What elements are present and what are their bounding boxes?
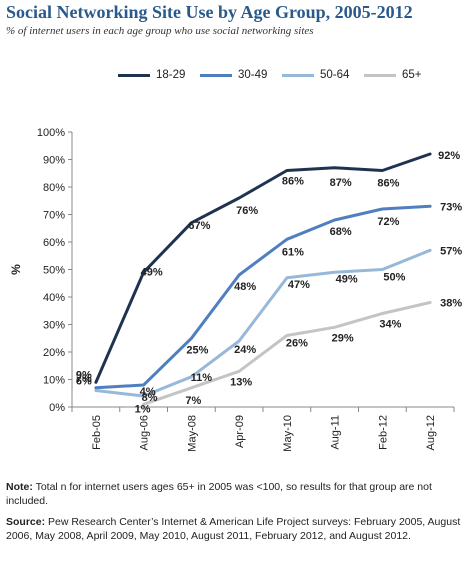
data-label-30-49: 73% (440, 201, 462, 213)
y-tick-label: 30% (43, 320, 65, 332)
y-tick-label: 20% (43, 347, 65, 359)
legend: 18-29 30-49 50-64 65+ (0, 68, 474, 82)
y-tick-label: 0% (49, 402, 65, 414)
data-label-65+: 29% (332, 332, 354, 344)
data-label-18-29: 76% (236, 205, 258, 217)
data-label-30-49: 25% (186, 344, 208, 356)
y-tick-label: 90% (43, 155, 65, 167)
data-label-18-29: 92% (438, 150, 460, 162)
legend-item-50-64: 50-64 (282, 68, 349, 82)
legend-swatch-30-49 (200, 73, 232, 77)
note-text: Total n for internet users ages 65+ in 2… (6, 481, 432, 507)
x-tick-label: Aug-11 (330, 415, 342, 450)
data-label-65+: 7% (185, 395, 201, 407)
chart-source: Source: Pew Research Center’s Internet &… (6, 515, 468, 543)
legend-label-18-29: 18-29 (156, 69, 186, 81)
x-tick-label: May-10 (282, 415, 294, 452)
y-tick-label: 40% (43, 292, 65, 304)
data-label-65+: 13% (230, 376, 252, 388)
data-label-18-29: 49% (141, 266, 163, 278)
data-label-18-29: 87% (330, 177, 352, 189)
data-label-65+: 26% (286, 338, 308, 350)
data-label-50-64: 24% (234, 344, 256, 356)
data-label-50-64: 6% (76, 376, 92, 388)
data-label-30-49: 8% (142, 392, 158, 404)
x-tick-label: Feb-05 (91, 415, 103, 450)
x-tick-label: Aug-06 (139, 415, 151, 450)
x-tick-label: May-08 (186, 415, 198, 452)
chart-note: Note: Total n for internet users ages 65… (6, 480, 468, 508)
data-label-30-49: 61% (282, 246, 304, 258)
legend-swatch-50-64 (282, 73, 314, 77)
legend-item-65-plus: 65+ (364, 68, 422, 82)
series-line-30-49 (94, 204, 432, 390)
data-label-50-64: 49% (336, 273, 358, 285)
data-label-30-49: 7% (76, 373, 92, 385)
y-tick-label: 100% (37, 127, 65, 139)
source-label: Source: (6, 516, 46, 528)
y-tick-label: 60% (43, 237, 65, 249)
legend-label-65-plus: 65+ (402, 69, 422, 81)
x-tick-label: Apr-09 (234, 415, 246, 448)
x-tick-label: Feb-12 (377, 415, 389, 450)
legend-item-30-49: 30-49 (200, 68, 267, 82)
y-tick-label: 80% (43, 182, 65, 194)
data-label-18-29: 86% (377, 178, 399, 190)
source-text: Pew Research Center’s Internet & America… (6, 516, 461, 542)
legend-swatch-18-29 (118, 73, 150, 77)
data-label-65+: 38% (440, 298, 462, 310)
x-tick-label: Aug-12 (425, 415, 437, 450)
data-label-50-64: 50% (383, 272, 405, 284)
y-axis-title: % (9, 264, 23, 275)
legend-label-50-64: 50-64 (320, 69, 350, 81)
y-tick-label: 10% (43, 375, 65, 387)
data-label-50-64: 11% (191, 372, 213, 384)
legend-item-18-29: 18-29 (118, 68, 185, 82)
data-label-30-49: 48% (234, 281, 256, 293)
series-line-50-64 (94, 248, 432, 398)
data-label-50-64: 4% (140, 386, 156, 398)
series-line-65+ (142, 301, 432, 406)
data-label-30-49: 68% (330, 226, 352, 238)
data-label-18-29: 86% (282, 176, 304, 188)
legend-label-30-49: 30-49 (238, 69, 268, 81)
note-label: Note: (6, 481, 33, 493)
series-line-18-29 (94, 152, 432, 384)
y-tick-label: 70% (43, 210, 65, 222)
data-label-65+: 1% (135, 403, 151, 415)
data-label-18-29: 67% (188, 220, 210, 232)
data-label-18-29: 9% (76, 369, 92, 381)
legend-swatch-65-plus (364, 73, 396, 77)
line-chart: 0% 10% 20% 30% 40% 50% 60% 70% 80% 90% 100%% Feb-05… (9, 127, 462, 452)
chart-title: Social Networking Site Use by Age Group,… (6, 2, 413, 22)
data-label-65+: 34% (379, 319, 401, 331)
y-tick-label: 50% (43, 265, 65, 277)
chart-subtitle: % of internet users in each age group wh… (6, 25, 314, 37)
data-label-50-64: 57% (440, 245, 462, 257)
data-label-50-64: 47% (288, 279, 310, 291)
data-label-30-49: 72% (377, 216, 399, 228)
